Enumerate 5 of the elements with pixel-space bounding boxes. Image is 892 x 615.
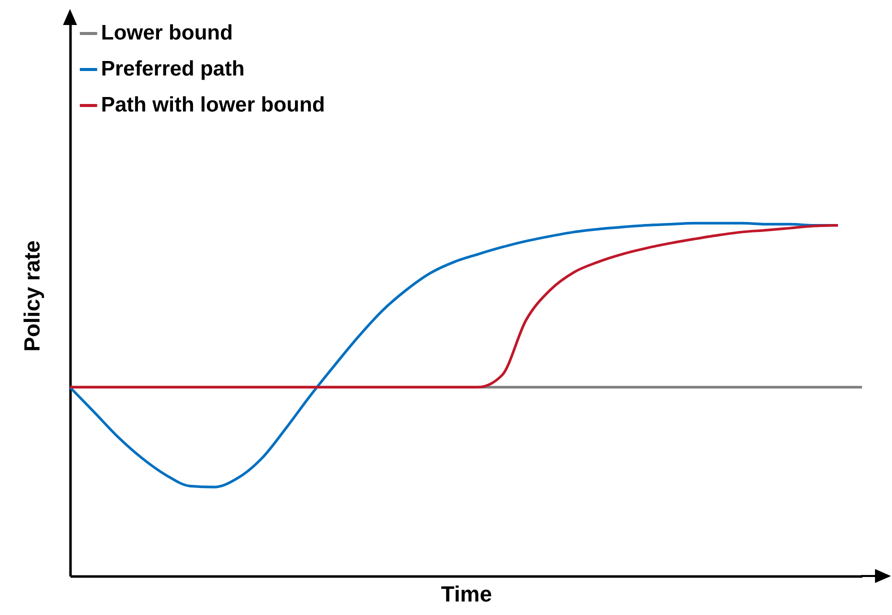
y-axis-title: Policy rate xyxy=(20,240,44,352)
x-axis-title: Time xyxy=(441,582,492,606)
legend-label: Preferred path xyxy=(101,58,245,80)
legend-label: Lower bound xyxy=(101,22,233,44)
legend-label: Path with lower bound xyxy=(101,94,325,116)
